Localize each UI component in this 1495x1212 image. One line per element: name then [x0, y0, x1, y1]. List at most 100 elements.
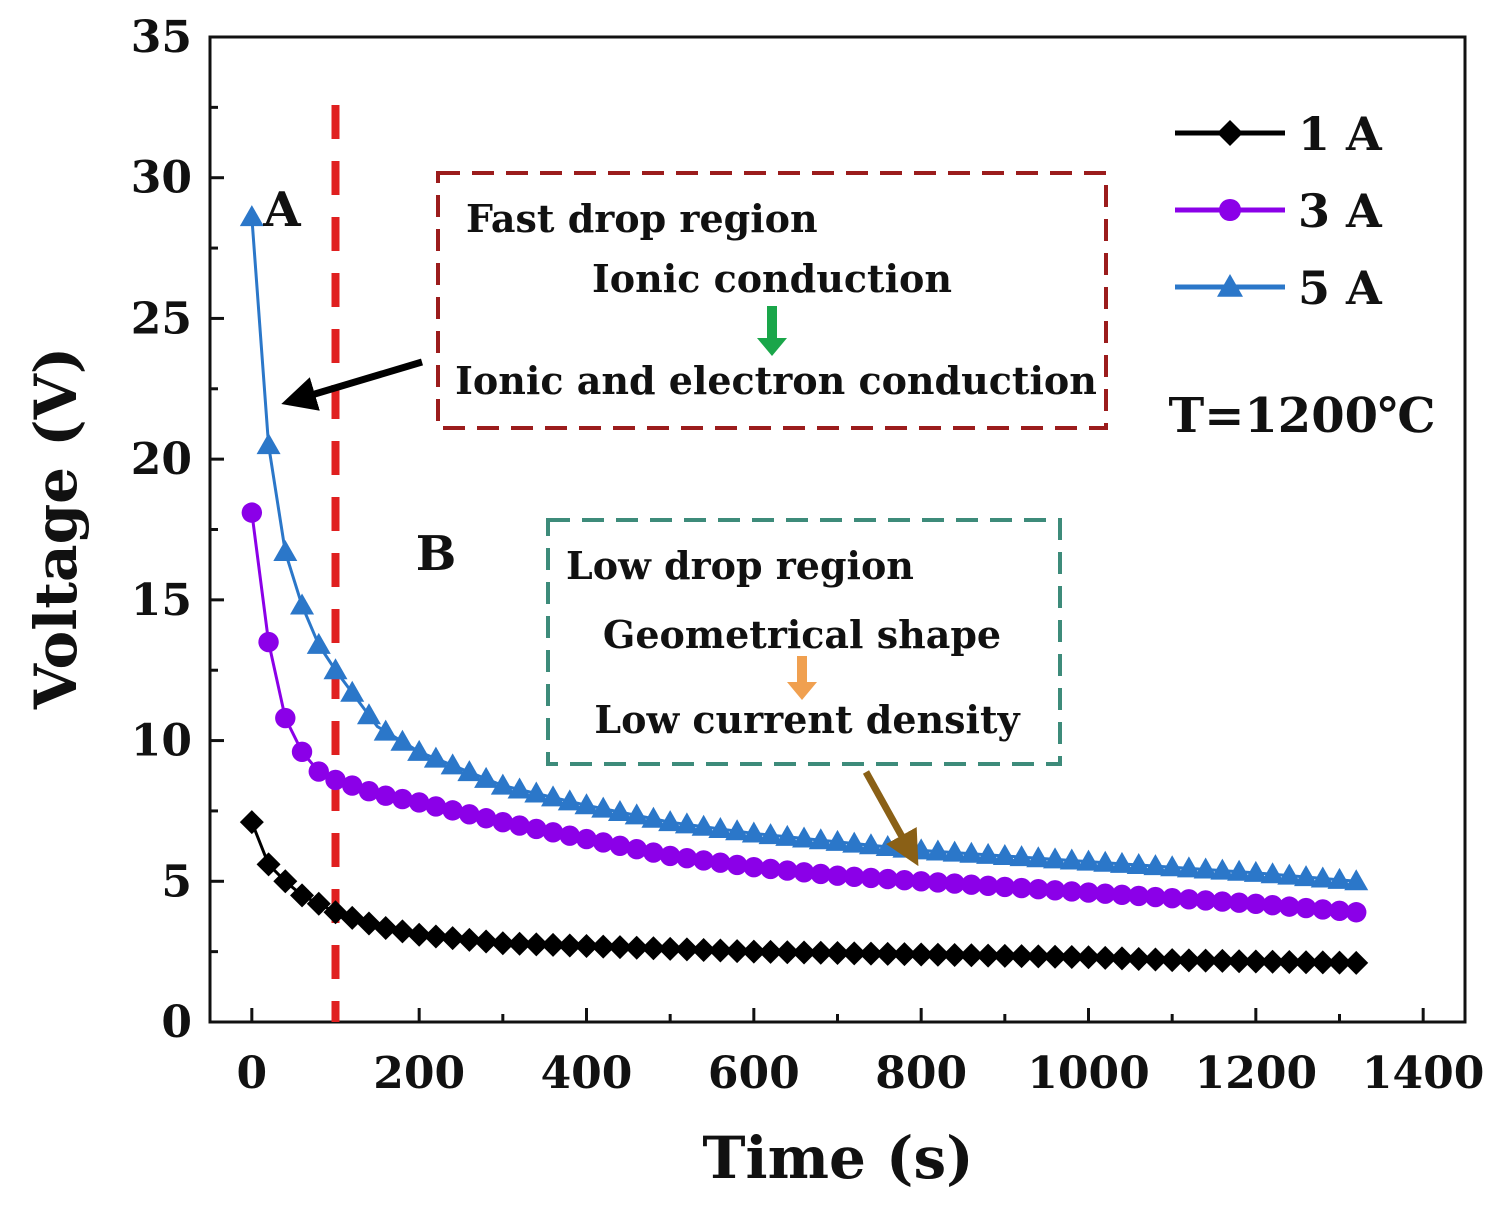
data-point: [910, 871, 932, 892]
orange-down-arrow: [787, 656, 817, 700]
legend-swatch-marker: [1218, 198, 1242, 222]
data-point: [1026, 846, 1051, 868]
data-point: [1126, 946, 1151, 971]
data-point: [808, 940, 833, 965]
x-tick-label: 200: [373, 1048, 465, 1099]
fast-drop-line1: Ionic conduction: [592, 256, 952, 301]
data-point: [1243, 860, 1268, 882]
data-point: [927, 872, 949, 893]
data-point: [492, 811, 514, 833]
legend-label: 5 A: [1298, 261, 1383, 315]
data-point: [827, 865, 848, 886]
data-point: [1245, 893, 1267, 914]
fast-drop-box: [436, 171, 1108, 430]
data-point: [1329, 900, 1350, 922]
data-point: [576, 828, 597, 850]
data-point: [574, 934, 599, 959]
data-point: [1344, 869, 1369, 891]
data-point: [1044, 880, 1066, 901]
data-point: [1195, 890, 1216, 911]
data-point: [1009, 845, 1034, 867]
data-point: [825, 829, 850, 851]
data-point: [892, 942, 917, 967]
x-tick-label: 1200: [1195, 1048, 1317, 1099]
y-tick-label: 0: [161, 997, 192, 1048]
data-point: [342, 775, 363, 796]
data-point: [509, 815, 530, 836]
data-point: [239, 810, 264, 835]
data-point: [1310, 866, 1335, 888]
data-point: [793, 862, 815, 883]
data-point: [674, 812, 699, 834]
data-point: [676, 848, 698, 869]
data-point: [976, 842, 1001, 864]
data-point: [607, 800, 632, 822]
data-point: [574, 793, 599, 815]
data-point: [1327, 950, 1352, 975]
arrow-head: [757, 338, 787, 356]
data-point: [758, 823, 783, 845]
fast-drop-line2: Ionic and electron conduction: [455, 358, 1097, 403]
data-point: [976, 943, 1001, 968]
data-point: [325, 769, 346, 791]
data-point: [423, 924, 448, 949]
data-point: [1212, 891, 1233, 912]
data-point: [1227, 949, 1252, 974]
data-point: [1011, 877, 1032, 899]
data-point: [425, 796, 447, 817]
data-point: [1059, 848, 1084, 870]
data-point: [1294, 865, 1319, 887]
data-point: [392, 788, 413, 810]
legend-item: 1 A: [1175, 107, 1383, 161]
data-point: [507, 931, 532, 956]
data-point: [1310, 950, 1335, 975]
data-point: [1076, 945, 1101, 970]
data-point: [961, 874, 982, 895]
data-point: [743, 857, 765, 878]
data-point: [710, 852, 731, 873]
data-point: [1143, 854, 1168, 876]
data-point: [475, 808, 497, 829]
data-point: [760, 858, 781, 880]
legend: 1 A 3 A 5 A: [1175, 107, 1383, 315]
data-point: [624, 803, 649, 825]
data-point: [659, 845, 681, 867]
data-point: [977, 875, 999, 896]
data-point: [894, 869, 915, 891]
data-point: [777, 860, 798, 881]
data-point: [375, 785, 396, 806]
data-point: [626, 839, 647, 860]
data-point: [1059, 944, 1084, 969]
data-point: [490, 773, 515, 795]
data-point: [1111, 884, 1133, 905]
data-point: [526, 818, 547, 840]
data-point: [944, 873, 965, 894]
data-point: [1061, 881, 1082, 902]
data-point: [557, 933, 582, 958]
data-point: [858, 833, 883, 855]
x-tick-label: 600: [708, 1048, 800, 1099]
data-point: [1028, 878, 1049, 900]
data-point: [942, 840, 967, 862]
data-point: [726, 854, 748, 876]
series-5a: [239, 205, 1369, 891]
data-point: [474, 929, 499, 954]
data-point: [1093, 850, 1118, 872]
legend-item: 5 A: [1175, 261, 1383, 315]
data-point: [792, 940, 817, 965]
data-point: [440, 926, 465, 951]
data-point: [1210, 858, 1235, 880]
legend-swatch-marker: [1217, 274, 1243, 297]
region-a-label: A: [262, 182, 301, 238]
fast-drop-title: Fast drop region: [466, 196, 818, 241]
data-point: [1178, 889, 1200, 910]
data-point: [844, 866, 865, 887]
arrow-shaft: [767, 306, 777, 340]
data-point: [643, 842, 664, 863]
data-point: [725, 939, 750, 964]
data-point: [275, 707, 296, 729]
data-point: [541, 785, 566, 807]
low-region-pointer-arrow: [862, 770, 919, 867]
data-point: [1160, 948, 1185, 973]
x-tick-label: 800: [875, 1048, 967, 1099]
